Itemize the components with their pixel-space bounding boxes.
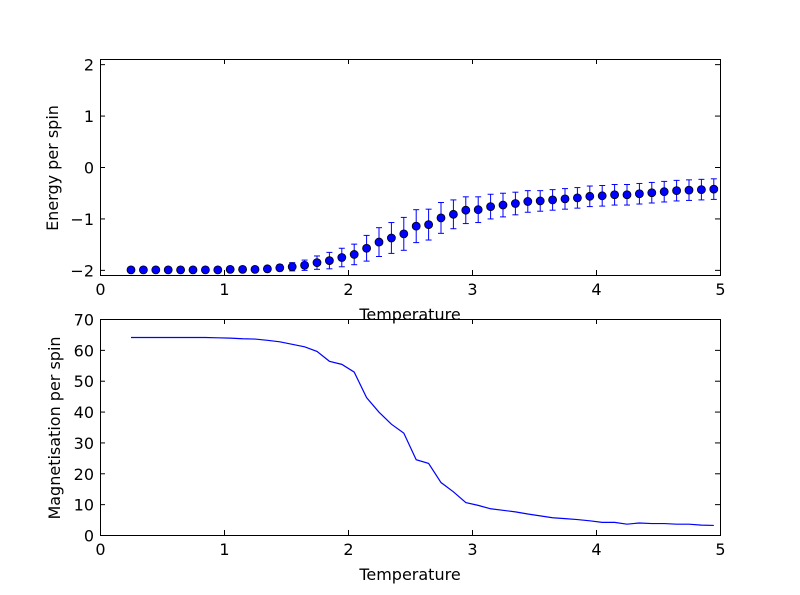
- energy-x-axis-label: Temperature: [358, 305, 460, 324]
- energy-point: [684, 185, 694, 195]
- energy-series: [126, 178, 719, 275]
- energy-point: [610, 190, 619, 200]
- energy-point: [287, 262, 297, 272]
- energy-point: [523, 197, 533, 206]
- x-tick-label: 2: [343, 280, 353, 299]
- energy-point: [188, 265, 198, 275]
- y-tick-label: 10: [74, 496, 94, 515]
- x-tick-label: 1: [219, 280, 229, 299]
- energy-point: [213, 265, 223, 275]
- energy-point: [473, 205, 483, 215]
- y-tick-label: 70: [74, 311, 94, 330]
- energy-point: [597, 191, 607, 201]
- energy-point: [411, 221, 421, 231]
- energy-point: [238, 264, 248, 274]
- energy-point: [275, 263, 285, 273]
- energy-point: [573, 193, 582, 203]
- energy-point: [461, 205, 471, 215]
- energy-point: [349, 250, 359, 259]
- energy-point: [163, 265, 173, 275]
- y-tick-label: 30: [74, 434, 94, 453]
- energy-point: [250, 264, 260, 274]
- magnetisation-line: [131, 336, 714, 527]
- energy-point: [585, 191, 595, 201]
- energy-point: [622, 190, 632, 200]
- energy-point: [436, 213, 446, 223]
- energy-axes-frame: [100, 59, 721, 276]
- energy-point: [709, 184, 719, 194]
- energy-point: [200, 265, 210, 275]
- energy-point: [362, 243, 372, 253]
- energy-point: [560, 194, 570, 204]
- y-tick-label: 60: [74, 341, 94, 360]
- energy-point: [535, 196, 545, 206]
- energy-point: [511, 199, 520, 208]
- x-tick-label: 1: [219, 540, 229, 559]
- energy-point: [324, 256, 334, 266]
- energy-point: [151, 265, 161, 275]
- x-tick-label: 4: [591, 280, 601, 299]
- energy-point: [697, 185, 706, 195]
- x-tick-label: 5: [715, 540, 725, 559]
- energy-y-axis-label: Energy per spin: [43, 105, 62, 231]
- energy-ticks: 0 1 2 3 4 5 −2 −1 0 1 2: [70, 56, 725, 299]
- y-tick-label: 0: [84, 159, 94, 178]
- energy-point: [659, 187, 669, 197]
- x-tick-label: 0: [95, 280, 105, 299]
- magnetisation-series: [131, 336, 714, 527]
- x-tick-label: 2: [343, 540, 353, 559]
- energy-point: [548, 195, 557, 205]
- y-tick-label: 50: [74, 372, 94, 391]
- y-tick-label: −1: [70, 210, 94, 229]
- y-tick-label: 2: [84, 56, 94, 75]
- energy-point: [386, 233, 396, 243]
- energy-point: [498, 200, 508, 210]
- energy-point: [337, 253, 347, 262]
- energy-point: [424, 220, 434, 230]
- energy-point: [176, 265, 186, 275]
- energy-point: [262, 264, 272, 274]
- energy-point: [126, 265, 136, 275]
- energy-point: [635, 189, 644, 199]
- x-tick-label: 0: [95, 540, 105, 559]
- energy-point: [138, 265, 148, 275]
- energy-point: [647, 188, 657, 198]
- x-tick-label: 4: [591, 540, 601, 559]
- y-tick-label: −2: [70, 261, 94, 280]
- y-tick-label: 40: [74, 403, 94, 422]
- energy-point: [312, 258, 322, 268]
- magnetisation-y-axis-label: Magnetisation per spin: [45, 336, 64, 519]
- y-tick-label: 0: [84, 527, 94, 546]
- energy-point: [448, 209, 458, 219]
- energy-point: [672, 186, 681, 196]
- energy-subplot: 0 1 2 3 4 5 −2 −1 0 1 2 Temperature Energy per spi…: [43, 56, 726, 324]
- energy-point: [300, 260, 310, 270]
- x-tick-label: 3: [467, 540, 477, 559]
- y-tick-label: 20: [74, 465, 94, 484]
- x-tick-label: 5: [715, 280, 725, 299]
- energy-point: [486, 202, 496, 212]
- x-tick-label: 3: [467, 280, 477, 299]
- energy-point: [374, 237, 384, 247]
- magnetisation-axes-frame: [100, 319, 721, 536]
- energy-point: [225, 264, 235, 274]
- magnetisation-x-axis-label: Temperature: [358, 565, 460, 584]
- y-tick-label: 1: [84, 107, 94, 126]
- energy-point: [399, 229, 409, 239]
